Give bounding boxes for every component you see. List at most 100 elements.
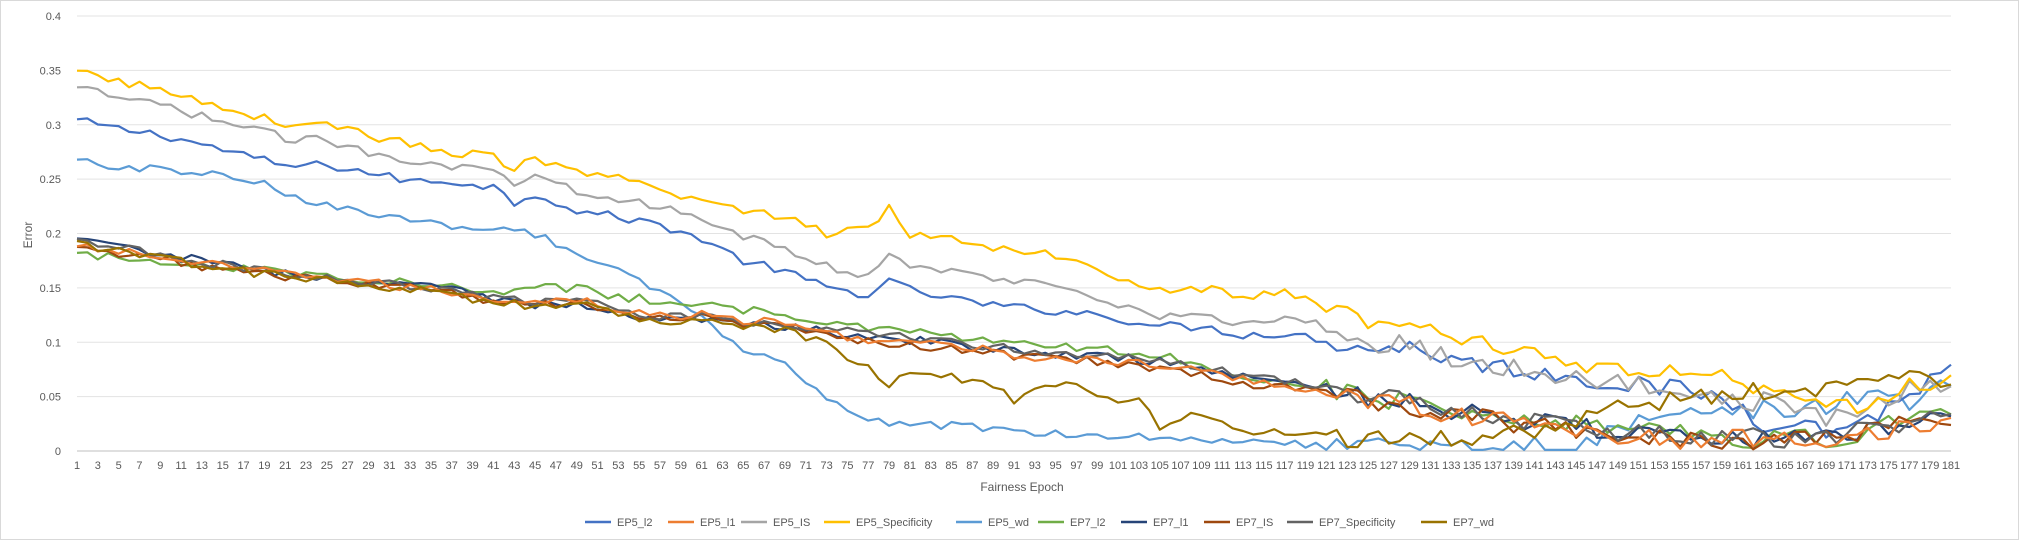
x-tick-label: 139 — [1505, 460, 1523, 472]
legend-label: EP5_IS — [773, 517, 810, 529]
x-tick-label: 143 — [1546, 460, 1564, 472]
y-axis-title: Error — [21, 222, 35, 249]
x-tick-label: 135 — [1463, 460, 1481, 472]
legend-label: EP7_IS — [1236, 517, 1273, 529]
x-tick-label: 93 — [1029, 460, 1041, 472]
x-tick-label: 125 — [1359, 460, 1377, 472]
x-tick-label: 169 — [1817, 460, 1835, 472]
series-line-EP5_l1 — [76, 243, 1952, 450]
x-tick-label: 101 — [1109, 460, 1127, 472]
x-tick-label: 73 — [820, 460, 832, 472]
x-tick-label: 41 — [487, 460, 499, 472]
x-tick-label: 47 — [550, 460, 562, 472]
x-tick-label: 121 — [1317, 460, 1335, 472]
x-tick-label: 53 — [612, 460, 624, 472]
legend-label: EP7_wd — [1453, 517, 1494, 529]
x-tick-label: 29 — [362, 460, 374, 472]
x-tick-label: 49 — [571, 460, 583, 472]
x-tick-label: 65 — [737, 460, 749, 472]
x-tick-label: 59 — [675, 460, 687, 472]
x-tick-label: 103 — [1130, 460, 1148, 472]
x-tick-label: 173 — [1859, 460, 1877, 472]
legend-label: EP7_l1 — [1153, 517, 1188, 529]
x-tick-label: 159 — [1713, 460, 1731, 472]
x-tick-label: 69 — [779, 460, 791, 472]
legend-label: EP5_Specificity — [856, 517, 933, 529]
x-tick-label: 175 — [1879, 460, 1897, 472]
y-tick-label: 0.05 — [40, 392, 61, 404]
x-tick-label: 127 — [1380, 460, 1398, 472]
x-tick-label: 83 — [925, 460, 937, 472]
x-tick-label: 63 — [716, 460, 728, 472]
x-tick-label: 179 — [1921, 460, 1939, 472]
legend-label: EP7_l2 — [1070, 517, 1105, 529]
x-axis-title: Fairness Epoch — [980, 480, 1063, 494]
y-tick-label: 0.4 — [46, 11, 61, 23]
x-tick-label: 131 — [1421, 460, 1439, 472]
x-tick-label: 119 — [1297, 460, 1315, 472]
x-tick-label: 45 — [529, 460, 541, 472]
x-tick-label: 107 — [1171, 460, 1189, 472]
x-tick-label: 133 — [1442, 460, 1460, 472]
legend-label: EP5_l2 — [617, 517, 652, 529]
y-tick-label: 0.2 — [46, 229, 61, 241]
x-tick-label: 3 — [95, 460, 101, 472]
x-tick-label: 85 — [945, 460, 957, 472]
x-tick-label: 145 — [1567, 460, 1585, 472]
x-tick-label: 167 — [1796, 460, 1814, 472]
x-tick-label: 5 — [116, 460, 122, 472]
x-tick-label: 117 — [1276, 460, 1294, 472]
x-tick-label: 95 — [1050, 460, 1062, 472]
y-tick-label: 0.35 — [40, 65, 61, 77]
x-tick-label: 75 — [841, 460, 853, 472]
x-tick-label: 11 — [175, 460, 186, 472]
x-tick-label: 137 — [1484, 460, 1502, 472]
y-tick-label: 0 — [55, 446, 61, 458]
legend-label: EP7_Specificity — [1319, 517, 1396, 529]
x-tick-label: 129 — [1400, 460, 1418, 472]
x-tick-label: 1 — [74, 460, 80, 472]
y-tick-label: 0.25 — [40, 174, 61, 186]
x-tick-label: 61 — [696, 460, 708, 472]
x-tick-label: 149 — [1609, 460, 1627, 472]
x-tick-label: 165 — [1775, 460, 1793, 472]
x-tick-label: 77 — [862, 460, 874, 472]
x-tick-label: 33 — [404, 460, 416, 472]
series-line-EP7_Specificity — [76, 237, 1952, 449]
x-tick-label: 177 — [1900, 460, 1918, 472]
x-tick-label: 105 — [1151, 460, 1169, 472]
x-tick-label: 43 — [508, 460, 520, 472]
x-tick-label: 161 — [1734, 460, 1752, 472]
x-tick-label: 79 — [883, 460, 895, 472]
x-tick-label: 97 — [1070, 460, 1082, 472]
x-tick-label: 9 — [157, 460, 163, 472]
x-tick-label: 111 — [1214, 460, 1231, 472]
x-tick-label: 123 — [1338, 460, 1356, 472]
x-tick-label: 13 — [196, 460, 208, 472]
x-tick-label: 67 — [758, 460, 770, 472]
y-axis-ticks: 0 0.05 0.1 0.15 0.2 0.25 0.3 0.35 0.4 — [40, 11, 61, 458]
x-tick-label: 27 — [342, 460, 354, 472]
x-tick-label: 89 — [987, 460, 999, 472]
x-tick-label: 87 — [966, 460, 978, 472]
x-tick-label: 35 — [425, 460, 437, 472]
series-line-EP7_l2 — [76, 251, 1952, 449]
y-tick-label: 0.1 — [46, 337, 61, 349]
x-tick-label: 147 — [1588, 460, 1606, 472]
legend-label: EP5_l1 — [700, 517, 735, 529]
x-tick-label: 171 — [1838, 460, 1856, 472]
x-tick-label: 39 — [466, 460, 478, 472]
x-tick-label: 23 — [300, 460, 312, 472]
x-tick-label: 109 — [1192, 460, 1210, 472]
x-tick-label: 57 — [654, 460, 666, 472]
y-tick-label: 0.15 — [40, 283, 61, 295]
series-line-EP5_wd — [76, 158, 1952, 451]
x-tick-label: 17 — [237, 460, 249, 472]
x-tick-label: 115 — [1255, 460, 1273, 472]
x-tick-label: 21 — [279, 460, 291, 472]
series-line-EP5_Specificity — [76, 69, 1952, 415]
x-tick-label: 181 — [1942, 460, 1960, 472]
series-line-EP7_wd — [76, 239, 1952, 449]
